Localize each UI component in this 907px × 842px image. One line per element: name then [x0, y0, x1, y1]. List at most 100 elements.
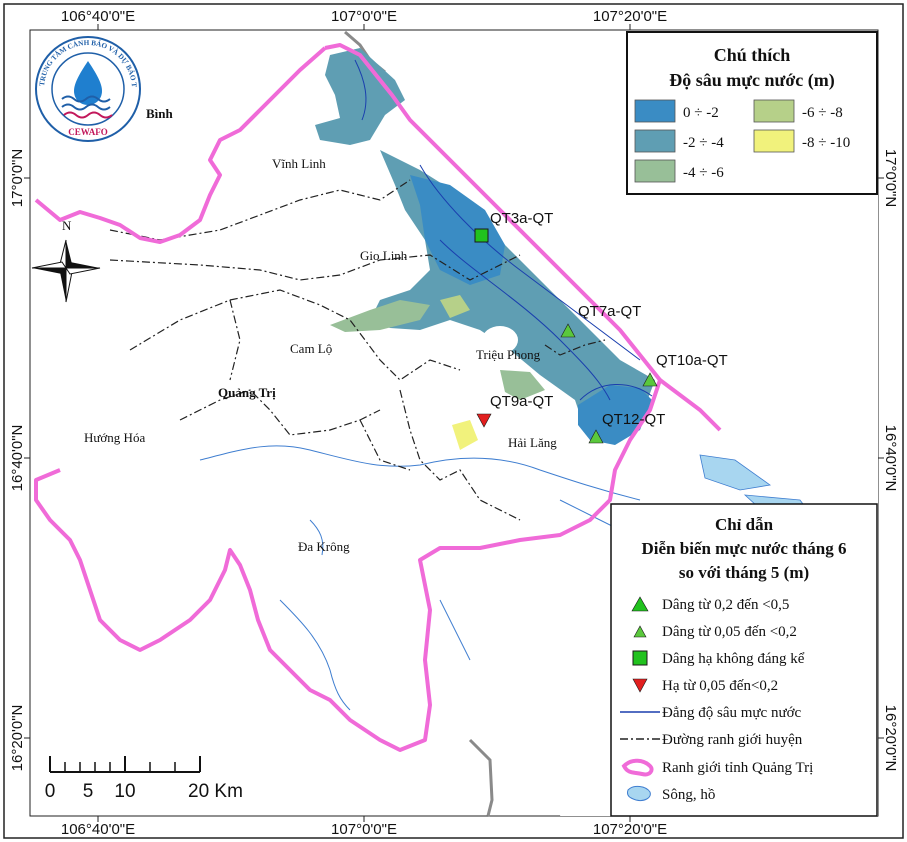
coord-top-3: 107°20'0"E: [593, 8, 667, 25]
logo-drop-icon: [74, 61, 102, 105]
isoline-2: [439, 239, 611, 401]
scale-bar: 0 5 10 20 Km: [45, 756, 243, 802]
river-2: [279, 599, 351, 711]
province-boundary: [34, 43, 662, 752]
coord-bottom-1: 106°40'0"E: [61, 821, 135, 838]
zone-4-6-mid: [500, 370, 545, 400]
guide-label-rise-small: Dâng từ 0,05 đến <0,2: [662, 624, 797, 640]
guide-label-isoline: Đẳng độ sâu mực nước: [662, 705, 802, 721]
guide-label-province: Ranh giới tỉnh Quảng Trị: [662, 760, 813, 776]
stations: QT3a-QT QT7a-QT QT10a-QT QT9a-QT QT12-QT: [474, 210, 728, 444]
guide-legend: Chỉ dẫn Diễn biến mực nước tháng 6 so vớ…: [610, 503, 878, 817]
guide-label-rise-large: Dâng từ 0,2 đến <0,5: [662, 597, 789, 613]
guide-symbol-rise-large: [631, 596, 649, 612]
north-arrow-e: [66, 262, 100, 268]
depth-legend-title-2: Độ sâu mực nước (m): [669, 70, 835, 91]
depth-label-6-8: -6 ÷ -8: [802, 105, 843, 121]
cewafo-logo: TRUNG TÂM CẢNH BÁO VÀ DỰ BÁO TÀI NGUYÊN …: [35, 36, 141, 142]
depth-swatch-6-8: [753, 99, 795, 123]
depth-swatch-0-2: [634, 99, 676, 123]
guide-subtitle-2: so với tháng 5 (m): [679, 563, 809, 582]
north-arrow-w: [32, 268, 66, 274]
station-qt12-marker[interactable]: [588, 429, 604, 444]
guide-symbol-rise-small: [633, 625, 647, 638]
province-coast: [658, 378, 722, 432]
guide-subtitle-1: Diễn biến mực nước tháng 6: [641, 539, 846, 558]
isolines: [354, 59, 653, 401]
guide-symbol-province: [621, 758, 654, 777]
north-arrow-s-fill: [60, 268, 66, 302]
north-arrow-w-outline: [31, 261, 67, 269]
label-vinh-linh: Vĩnh Linh: [272, 156, 326, 171]
district-line-8: [544, 339, 606, 356]
label-trieu-phong: Triệu Phong: [476, 347, 541, 362]
zone-8-10: [452, 420, 478, 450]
guide-label-water: Sông, hồ: [662, 787, 715, 803]
station-qt7a-label: QT7a-QT: [578, 303, 641, 320]
coord-bottom-3: 107°20'0"E: [593, 821, 667, 838]
scale-tick-5: 5: [83, 781, 94, 802]
logo-wave-3: [63, 111, 113, 119]
station-qt7a-marker[interactable]: [560, 323, 576, 338]
north-arrow-n: [66, 240, 72, 268]
station-qt9a-marker[interactable]: [476, 413, 492, 428]
guide-symbol-stable: [632, 650, 648, 666]
district-line-3: [129, 289, 461, 381]
north-arrow: N: [31, 218, 101, 303]
depth-legend-title-1: Chú thích: [714, 45, 791, 65]
guide-symbol-water: [627, 785, 651, 801]
north-label: N: [62, 218, 72, 233]
scale-tick-0: 0: [45, 781, 56, 802]
guide-title: Chỉ dẫn: [715, 515, 774, 534]
station-qt10a-marker[interactable]: [642, 372, 658, 387]
district-boundaries: [109, 179, 606, 521]
scale-tick-20: 20 Km: [188, 781, 243, 802]
coord-right-1: 17°0'0"N: [882, 149, 899, 207]
logo-wave-2: [61, 103, 111, 111]
label-da-krong: Đa Krông: [298, 539, 350, 554]
station-qt9a-label: QT9a-QT: [490, 393, 553, 410]
zone-6-8: [440, 295, 470, 318]
zone-0-2-north: [410, 175, 505, 285]
national-border-south: [468, 738, 494, 817]
coord-bottom-2: 107°0'0"E: [331, 821, 397, 838]
district-line-6: [399, 389, 521, 521]
depth-label-4-6: -4 ÷ -6: [683, 165, 724, 181]
coord-left-1: 17°0'0"N: [9, 149, 26, 207]
guide-legend-box: [610, 503, 878, 817]
district-line-4: [179, 389, 381, 436]
station-qt12-label: QT12-QT: [602, 411, 665, 428]
river-3: [309, 519, 324, 556]
label-hai-lang: Hải Lăng: [508, 435, 557, 450]
zone-4-6-west: [330, 300, 430, 332]
zone-north-2-4: [315, 48, 405, 145]
coord-top-1: 106°40'0"E: [61, 8, 135, 25]
label-quang-tri: Quảng Trị: [218, 385, 276, 400]
isoline-3: [579, 384, 653, 401]
scale-tick-10: 10: [114, 781, 135, 802]
station-qt10a-label: QT10a-QT: [656, 352, 728, 369]
district-line-1: [109, 179, 411, 241]
logo-wave-1: [61, 95, 111, 103]
river-4: [439, 599, 471, 661]
coord-left-3: 16°20'0"N: [9, 705, 26, 772]
label-gio-linh: Gio Linh: [360, 248, 408, 263]
district-line-7: [359, 419, 411, 471]
logo-brand: CEWAFO: [68, 127, 108, 137]
depth-legend: Chú thích Độ sâu mực nước (m) 0 ÷ -2 -6 …: [626, 31, 878, 195]
depth-swatch-4-6: [634, 159, 676, 183]
zone-gap: [482, 326, 518, 354]
river-1: [199, 445, 641, 501]
coord-left-2: 16°40'0"N: [9, 425, 26, 492]
station-qt3a-marker[interactable]: [474, 228, 489, 243]
depth-zones: [315, 48, 655, 450]
depth-label-2-4: -2 ÷ -4: [683, 135, 724, 151]
isoline-4: [354, 59, 367, 121]
label-binh: Bình: [146, 106, 174, 121]
depth-swatch-2-4: [634, 129, 676, 153]
coord-right-3: 16°20'0"N: [882, 705, 899, 772]
guide-label-fall: Hạ từ 0,05 đến<0,2: [662, 678, 778, 694]
isoline-1: [419, 164, 641, 361]
